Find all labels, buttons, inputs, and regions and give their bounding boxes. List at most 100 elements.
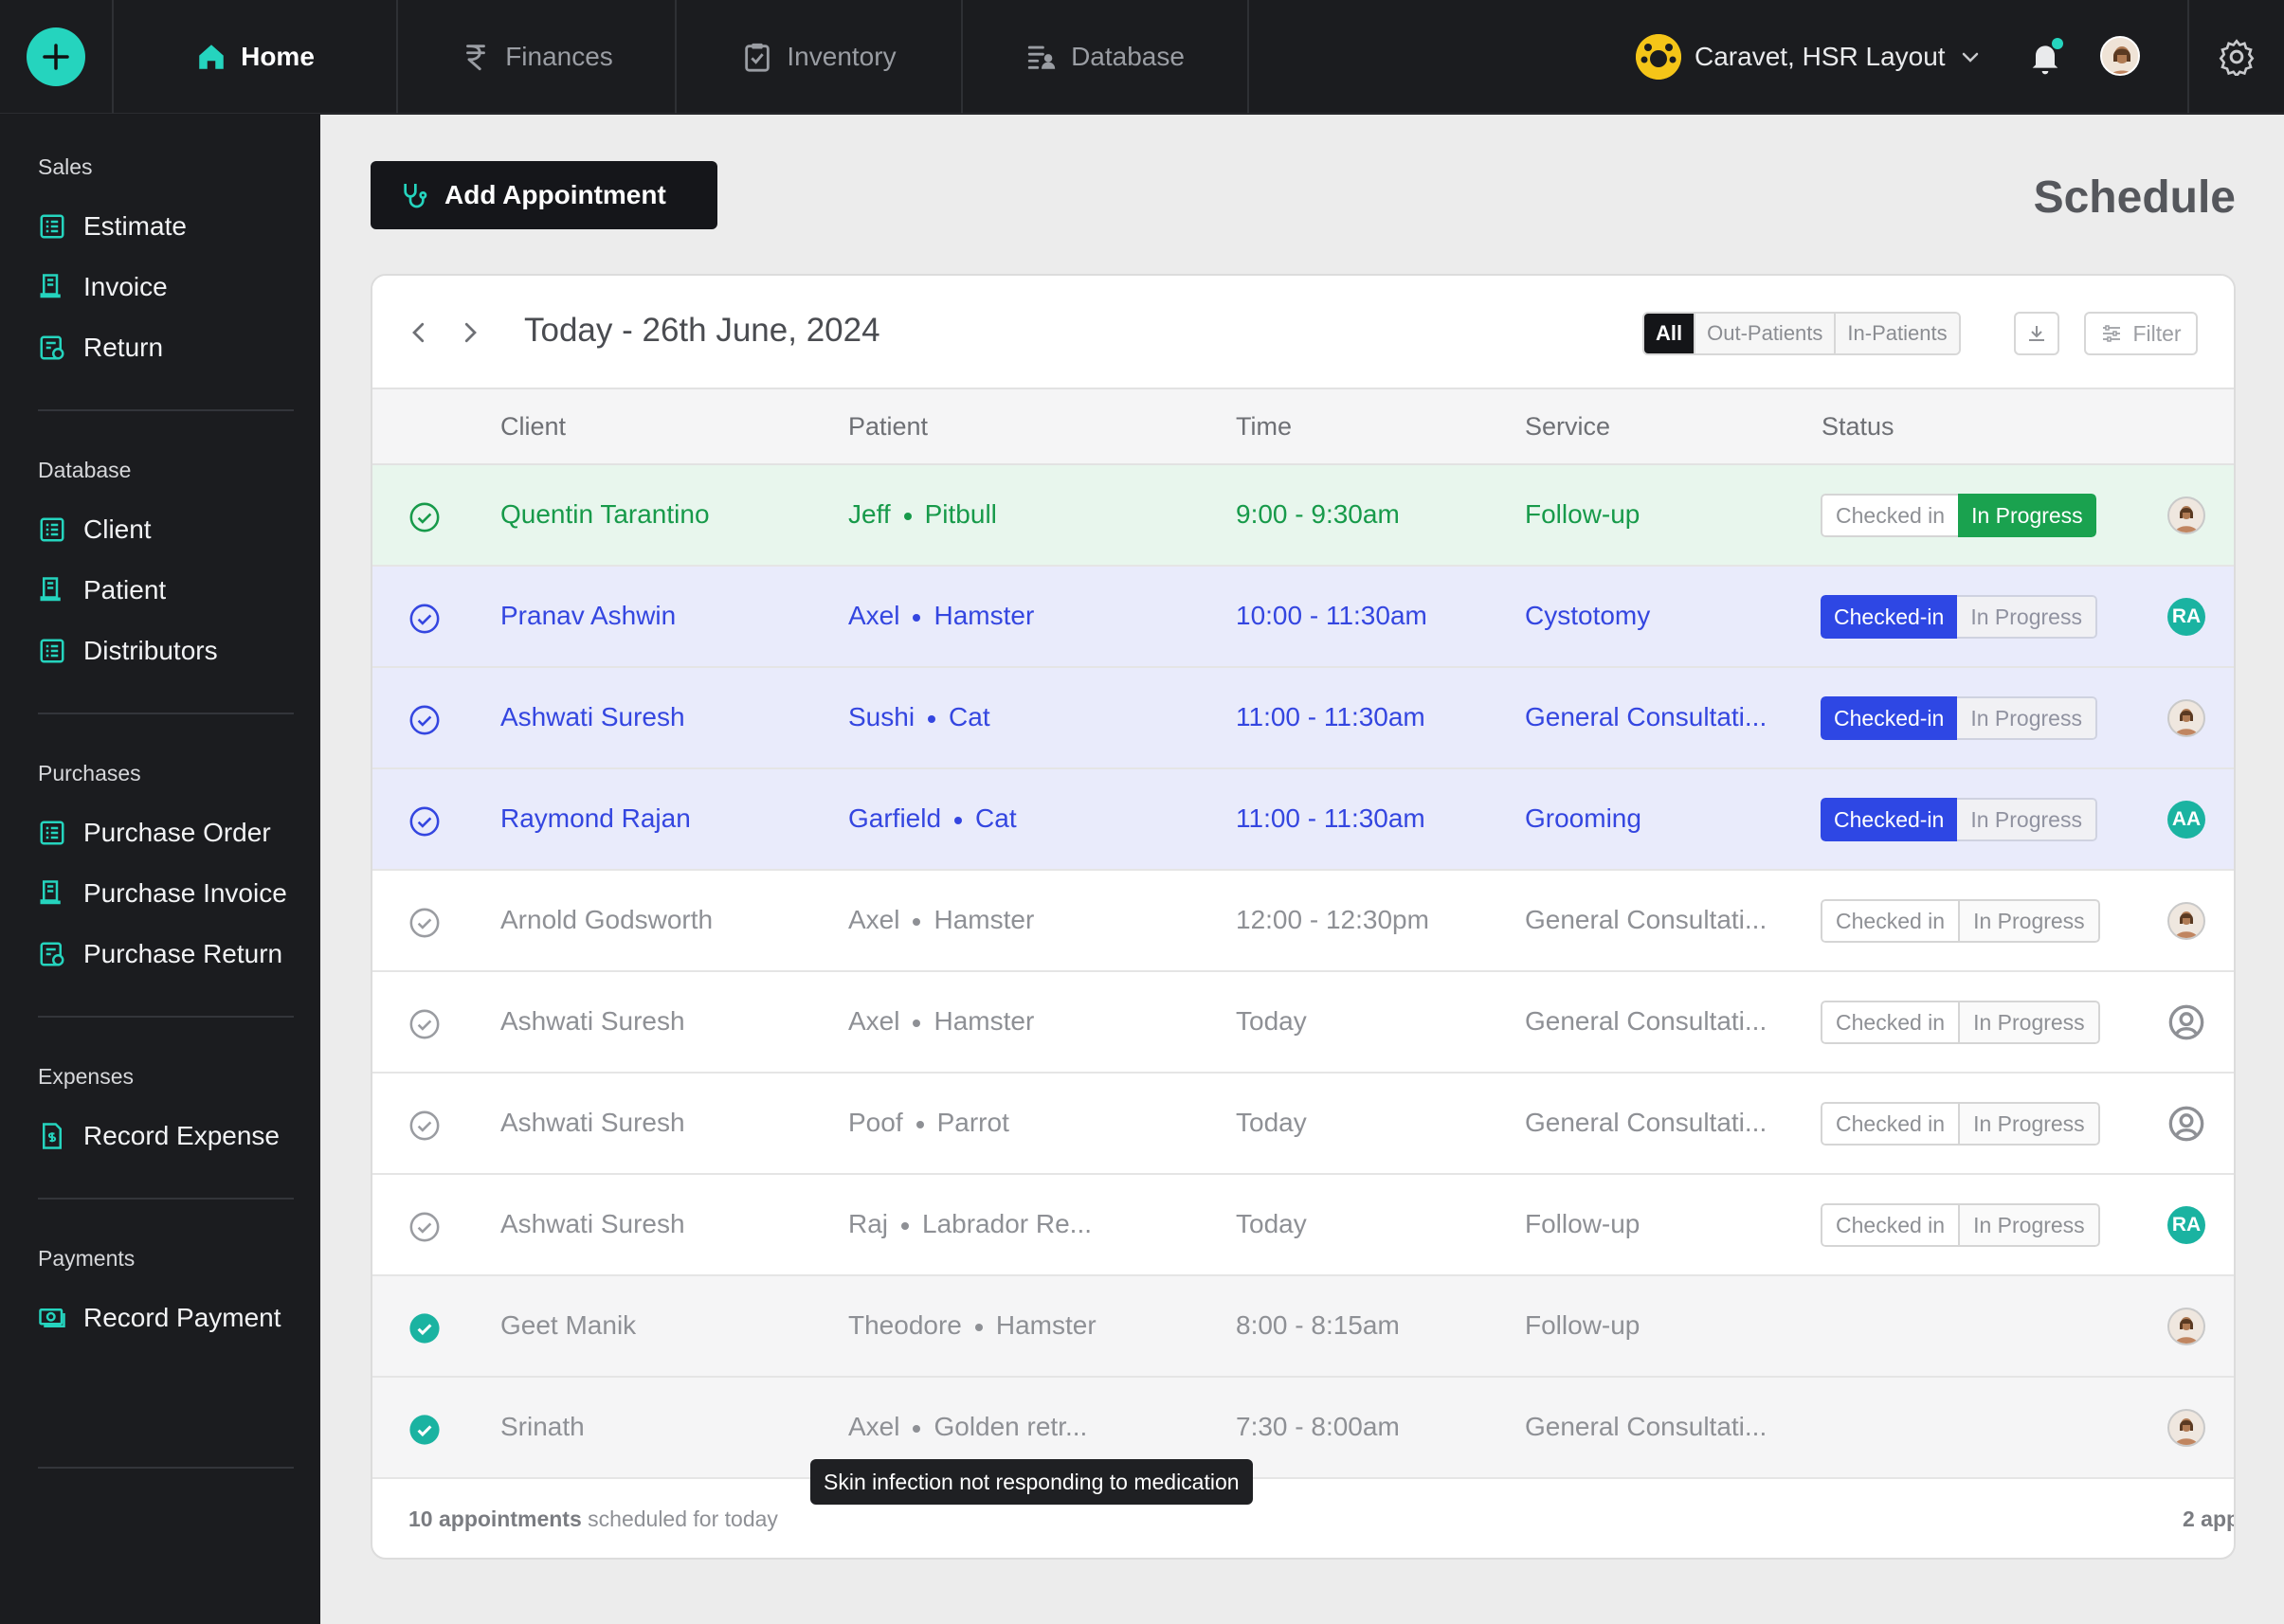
patient-info[interactable]: Raj Labrador Re...	[848, 1209, 1092, 1239]
client-name[interactable]: Ashwati Suresh	[500, 1209, 685, 1238]
check-circle-icon[interactable]	[408, 907, 441, 939]
table-row[interactable]: Raymond Rajan Garfield Cat 11:00 - 11:30a…	[372, 769, 2234, 871]
table-row[interactable]: Ashwati Suresh Sushi Cat 11:00 - 11:30am …	[372, 668, 2234, 769]
status-in-progress[interactable]: In Progress	[1957, 696, 2097, 740]
sidebar-item-invoice[interactable]: Invoice	[38, 266, 168, 308]
vet-avatar[interactable]	[2167, 699, 2205, 737]
segment-out-patients[interactable]: Out-Patients	[1694, 314, 1835, 353]
appointment-time: 12:00 - 12:30pm	[1236, 905, 1429, 934]
vet-avatar[interactable]	[2167, 496, 2205, 534]
sidebar-item-purchase-order[interactable]: Purchase Order	[38, 812, 271, 854]
status-in-progress[interactable]: In Progress	[1958, 899, 2100, 943]
status-checked-in[interactable]: Checked-in	[1821, 696, 1958, 740]
sidebar-item-distributors[interactable]: Distributors	[38, 630, 218, 672]
patient-info[interactable]: Axel Golden retr...	[848, 1412, 1087, 1442]
sidebar-item-record-payment[interactable]: Record Payment	[38, 1297, 281, 1339]
sidebar-item-client[interactable]: Client	[38, 509, 152, 550]
status-checked-in[interactable]: Checked in	[1821, 1001, 1959, 1044]
check-circle-icon[interactable]	[408, 603, 441, 635]
user-placeholder-icon[interactable]	[2167, 1003, 2205, 1041]
status-in-progress[interactable]: In Progress	[1958, 1102, 2100, 1146]
vet-avatar[interactable]	[2167, 1409, 2205, 1447]
check-circle-filled-icon[interactable]	[408, 1312, 441, 1344]
tab-inventory[interactable]: Inventory	[677, 0, 961, 114]
client-name[interactable]: Ashwati Suresh	[500, 1006, 685, 1036]
status-checked-in[interactable]: Checked in	[1821, 1102, 1959, 1146]
table-row[interactable]: Ashwati Suresh Poof Parrot Today General …	[372, 1074, 2234, 1175]
client-name[interactable]: Srinath	[500, 1412, 585, 1441]
tab-database[interactable]: Database	[963, 0, 1247, 114]
patient-info[interactable]: Theodore Hamster	[848, 1310, 1097, 1341]
patient-info[interactable]: Axel Hamster	[848, 1006, 1034, 1037]
table-row[interactable]: Geet Manik Theodore Hamster 8:00 - 8:15am…	[372, 1276, 2234, 1378]
status-checked-in[interactable]: Checked in	[1821, 1203, 1959, 1247]
chevron-right-icon[interactable]	[456, 316, 484, 350]
client-name[interactable]: Ashwati Suresh	[500, 1108, 685, 1137]
patient-info[interactable]: Garfield Cat	[848, 803, 1017, 834]
vet-avatar[interactable]	[2167, 1308, 2205, 1345]
status-in-progress[interactable]: In Progress	[1958, 1203, 2100, 1247]
status-in-progress[interactable]: In Progress	[1957, 595, 2097, 639]
sidebar-item-estimate[interactable]: Estimate	[38, 206, 187, 247]
check-circle-icon[interactable]	[408, 1008, 441, 1040]
download-button[interactable]	[2014, 312, 2059, 355]
sidebar-item-label: Estimate	[83, 211, 187, 241]
sidebar-item-purchase-return[interactable]: Purchase Return	[38, 933, 282, 975]
table-row[interactable]: Ashwati Suresh Raj Labrador Re... Today F…	[372, 1175, 2234, 1276]
client-name[interactable]: Geet Manik	[500, 1310, 637, 1340]
patient-info[interactable]: Sushi Cat	[848, 702, 990, 732]
notification-bell-icon[interactable]	[2026, 38, 2064, 76]
segment-in-patients[interactable]: In-Patients	[1834, 314, 1959, 353]
table-row[interactable]: Quentin Tarantino Jeff Pitbull 9:00 - 9:3…	[372, 465, 2234, 567]
patient-info[interactable]: Jeff Pitbull	[848, 499, 997, 530]
client-name[interactable]: Pranav Ashwin	[500, 601, 677, 630]
status-in-progress[interactable]: In Progress	[1958, 494, 2096, 537]
table-row[interactable]: Arnold Godsworth Axel Hamster 12:00 - 12:…	[372, 871, 2234, 972]
table-row[interactable]: Ashwati Suresh Axel Hamster Today General…	[372, 972, 2234, 1074]
sidebar-item-purchase-invoice[interactable]: Purchase Invoice	[38, 873, 287, 914]
client-name[interactable]: Quentin Tarantino	[500, 499, 710, 529]
quick-add-button[interactable]	[27, 27, 85, 86]
plus-icon	[43, 44, 69, 70]
chevron-left-icon[interactable]	[405, 316, 433, 350]
patient-info[interactable]: Poof Parrot	[848, 1108, 1009, 1138]
client-name[interactable]: Ashwati Suresh	[500, 702, 685, 731]
sidebar-item-record-expense[interactable]: Record Expense	[38, 1115, 280, 1157]
patient-info[interactable]: Axel Hamster	[848, 905, 1034, 935]
table-row[interactable]: Srinath Axel Golden retr... 7:30 - 8:00am…	[372, 1378, 2234, 1479]
list-doc-icon	[40, 214, 64, 239]
vet-avatar[interactable]: RA	[2167, 1206, 2205, 1244]
appointment-time: 7:30 - 8:00am	[1236, 1412, 1400, 1441]
sidebar-item-patient[interactable]: Patient	[38, 569, 166, 611]
vet-avatar[interactable]: AA	[2167, 801, 2205, 839]
tab-home[interactable]: Home	[114, 0, 396, 114]
location-selector[interactable]: Caravet, HSR Layout	[1636, 32, 1982, 81]
status-in-progress[interactable]: In Progress	[1957, 798, 2097, 841]
settings-gear-icon[interactable]	[2218, 38, 2256, 76]
check-circle-filled-icon[interactable]	[408, 1414, 441, 1446]
date-title: Today - 26th June, 2024	[524, 312, 880, 349]
status-checked-in[interactable]: Checked in	[1821, 494, 1959, 537]
filter-button[interactable]: Filter	[2084, 312, 2198, 355]
check-circle-icon[interactable]	[408, 1110, 441, 1142]
status-checked-in[interactable]: Checked in	[1821, 899, 1959, 943]
client-name[interactable]: Raymond Rajan	[500, 803, 691, 833]
tab-finances[interactable]: Finances	[398, 0, 675, 114]
user-avatar[interactable]	[2100, 36, 2140, 76]
status-in-progress[interactable]: In Progress	[1958, 1001, 2100, 1044]
vet-avatar[interactable]	[2167, 902, 2205, 940]
vet-avatar[interactable]: RA	[2167, 598, 2205, 636]
table-row[interactable]: Pranav Ashwin Axel Hamster 10:00 - 11:30a…	[372, 567, 2234, 668]
patient-info[interactable]: Axel Hamster	[848, 601, 1034, 631]
check-circle-icon[interactable]	[408, 805, 441, 838]
add-appointment-button[interactable]: Add Appointment	[371, 161, 717, 229]
client-name[interactable]: Arnold Godsworth	[500, 905, 714, 934]
status-checked-in[interactable]: Checked-in	[1821, 798, 1958, 841]
segment-all[interactable]: All	[1644, 314, 1695, 353]
check-circle-icon[interactable]	[408, 704, 441, 736]
user-placeholder-icon[interactable]	[2167, 1105, 2205, 1143]
status-checked-in[interactable]: Checked-in	[1821, 595, 1958, 639]
check-circle-icon[interactable]	[408, 1211, 441, 1243]
check-circle-icon[interactable]	[408, 501, 441, 533]
sidebar-item-return[interactable]: Return	[38, 327, 163, 369]
